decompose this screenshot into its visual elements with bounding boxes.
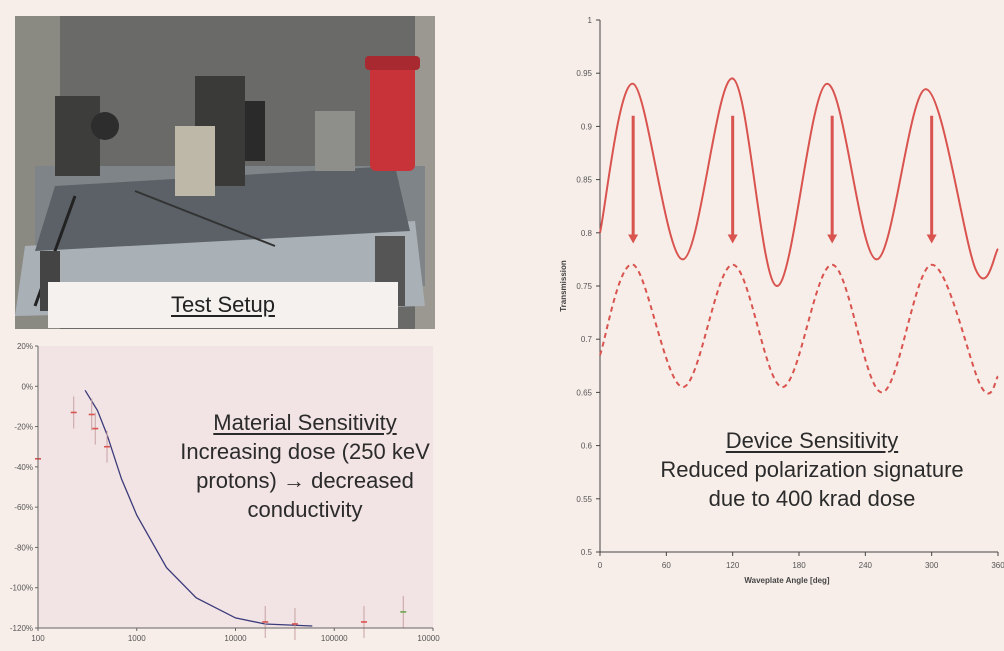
y-tick-label: -120%: [10, 624, 33, 633]
material-sensitivity-text: Material Sensitivity Increasing dose (25…: [140, 408, 470, 524]
x-tick-label: 1000: [128, 634, 146, 643]
irradiated-transmission-line: [599, 263, 999, 395]
plot-area: [38, 346, 433, 628]
x-tick-label: 10000: [224, 634, 247, 643]
y-tick-label: 1: [588, 16, 593, 25]
x-axis-title: Waveplate Angle [deg]: [744, 576, 830, 585]
dose-arrow-head: [926, 234, 937, 244]
device-line-1: Reduced polarization signature: [660, 457, 964, 482]
dose-arrow-head: [827, 234, 838, 244]
baseline-transmission-line: [599, 77, 999, 288]
test-setup-photo: [15, 16, 435, 329]
y-tick-label: 0.85: [576, 176, 592, 185]
photo-caption: Test Setup: [171, 292, 275, 317]
y-tick-label: -20%: [14, 423, 33, 432]
device-heading: Device Sensitivity: [725, 428, 899, 453]
photo-caption-box: Test Setup: [48, 282, 398, 328]
device-line-2: due to 400 krad dose: [708, 486, 916, 511]
y-tick-label: 0.8: [581, 229, 593, 238]
device-sensitivity-chart: 1 0.95 0.9 0.85 0.8 0.75 0.7 0.65 0.6 0.55 0.5 0 60 1…: [559, 16, 1004, 585]
device-sensitivity-text: Device Sensitivity Reduced polarization …: [620, 426, 1004, 513]
x-tick-label: 360: [991, 561, 1004, 570]
y-tick-label: 20%: [17, 342, 33, 351]
x-tick-label: 100000: [321, 634, 348, 643]
dose-arrow-head: [727, 234, 738, 244]
x-tick-label: 240: [859, 561, 873, 570]
material-line-2: protons) → decreased: [196, 468, 414, 493]
y-tick-label: 0.5: [581, 548, 593, 557]
x-tick-label: 180: [792, 561, 806, 570]
y-tick-label: 0.6: [581, 442, 593, 451]
x-tick-label: 300: [925, 561, 939, 570]
material-heading: Material Sensitivity: [213, 410, 397, 435]
y-tick-label: 0.75: [576, 282, 592, 291]
y-tick-label: -40%: [14, 463, 33, 472]
material-line-3: conductivity: [247, 497, 363, 522]
y-tick-label: 0.9: [581, 122, 593, 131]
x-tick-label: 1000000: [417, 634, 440, 643]
fit-curve: [84, 389, 313, 627]
y-tick-label: -60%: [14, 503, 33, 512]
dose-arrow-head: [628, 234, 639, 244]
y-tick-label: 0.7: [581, 335, 593, 344]
material-line-1: Increasing dose (250 keV: [180, 439, 430, 464]
y-tick-label: 0.95: [576, 69, 592, 78]
x-tick-label: 0: [598, 561, 603, 570]
y-tick-label: -100%: [10, 584, 33, 593]
x-tick-label: 120: [726, 561, 740, 570]
y-tick-label: -80%: [14, 543, 33, 552]
y-axis-title: Transmission: [559, 260, 568, 312]
y-tick-label: 0.55: [576, 495, 592, 504]
material-sensitivity-chart: 20% 0% -20% -40% -60% -80% -100% -120%100 1000 10…: [10, 342, 440, 643]
lab-bench-illustration: [15, 16, 435, 329]
y-tick-label: 0.65: [576, 388, 592, 397]
y-tick-label: 0%: [21, 382, 33, 391]
x-tick-label: 100: [31, 634, 45, 643]
x-tick-label: 60: [662, 561, 671, 570]
